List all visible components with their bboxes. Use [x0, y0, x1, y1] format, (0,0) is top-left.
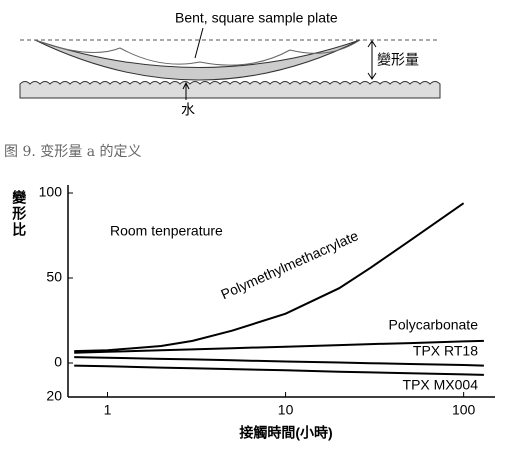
series-line [74, 356, 484, 367]
y-tick-label: 100 [39, 184, 63, 200]
x-tick-label: 100 [452, 402, 476, 418]
series-line [74, 364, 484, 376]
deformation-label: 變形量 [377, 52, 419, 68]
arrow-head [182, 81, 190, 90]
water-label: 水 [181, 102, 195, 118]
annotation: Room tenperature [110, 223, 223, 239]
plate-label: Bent, square sample plate [175, 10, 338, 26]
x-tick-label: 1 [104, 402, 112, 418]
plate-edge [34, 39, 361, 66]
series-label: Polymethylmethacrylate [218, 227, 360, 302]
diagram: Bent, square sample plate 變形量 水 [19, 10, 441, 118]
series-label: TPX MX004 [403, 377, 479, 393]
plate-pointer [194, 27, 204, 59]
y-axis-label: 變形比 [11, 189, 27, 238]
water [19, 81, 441, 99]
x-axis-label: 接觸時間(小時) [239, 425, 332, 441]
x-tick-label: 10 [278, 402, 294, 418]
series-label: Polycarbonate [388, 317, 478, 333]
series-label: TPX RT18 [413, 343, 478, 359]
arrow-heads [367, 40, 377, 80]
bent-plate [34, 39, 361, 81]
series-line [74, 339, 484, 354]
series-line [74, 202, 465, 353]
y-tick-label: 0 [54, 354, 62, 370]
y-tick-label: 50 [46, 269, 62, 285]
y-tick-label: 20 [46, 388, 62, 404]
caption: 图 9. 变形量 a 的定义 [4, 144, 142, 160]
